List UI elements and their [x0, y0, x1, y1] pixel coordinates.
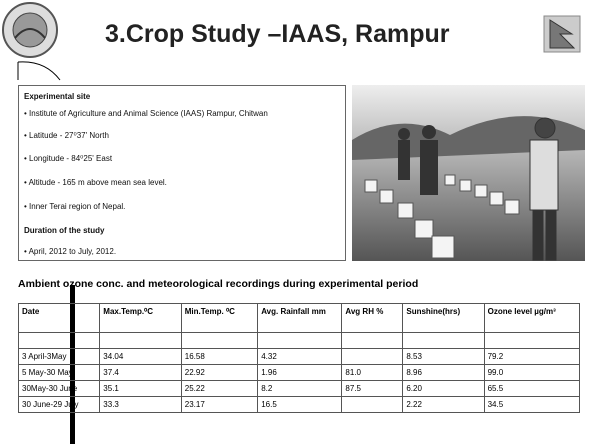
cell: 22.92: [180, 364, 259, 381]
bullet-item: • April, 2012 to July, 2012.: [24, 247, 116, 256]
empty-cell: [180, 332, 259, 349]
bullet-text: Longitude - 84⁰25' East: [29, 154, 113, 163]
cell: 35.1: [99, 380, 182, 397]
bullet-item: • Altitude - 165 m above mean sea level.: [24, 178, 167, 187]
cell: 3 April-3May: [17, 348, 101, 365]
cell: 87.5: [341, 380, 404, 397]
site-box: Experimental site • Institute of Agricul…: [18, 85, 346, 261]
data-row: 30May-30 June 35.1 25.22 8.2 87.5 6.20 65.5: [17, 380, 581, 397]
header-cell: Date: [17, 303, 101, 333]
cell: 6.20: [402, 380, 485, 397]
bullet-item: • Institute of Agriculture and Animal Sc…: [24, 109, 268, 118]
empty-cell: [99, 332, 182, 349]
spacer-row: [17, 332, 581, 349]
header-cell: Min.Temp. ⁰C: [180, 303, 259, 333]
empty-cell: [341, 348, 404, 365]
bullet-text: Altitude - 165 m above mean sea level.: [28, 178, 167, 187]
bullet: •: [24, 247, 29, 256]
cell: 79.2: [483, 348, 581, 365]
cell: 33.3: [99, 396, 182, 413]
cell: 30 June-29 July: [17, 396, 101, 413]
cell: 37.4: [99, 364, 182, 381]
bullet-text: Latitude - 27⁰37' North: [29, 131, 109, 140]
cell: 1.96: [257, 364, 343, 381]
section-heading: Duration of the study: [24, 226, 105, 235]
empty-cell: [402, 332, 485, 349]
cell: 8.2: [257, 380, 343, 397]
bullet: •: [24, 202, 30, 211]
header-cell: Ozone level µg/m³: [483, 303, 581, 333]
bullet-item: • Inner Terai region of Nepal.: [24, 202, 125, 211]
cell: 34.5: [483, 396, 581, 413]
empty-cell: [17, 332, 101, 349]
cell: 65.5: [483, 380, 581, 397]
slide-title: 3.Crop Study –IAAS, Rampur: [105, 20, 450, 48]
empty-cell: [341, 332, 404, 349]
cell: 16.5: [257, 396, 343, 413]
cell: 8.96: [402, 364, 485, 381]
bullet-text: Institute of Agriculture and Animal Scie…: [29, 109, 268, 118]
header-cell: Max.Temp.⁰C: [99, 303, 182, 333]
cell: 81.0: [341, 364, 404, 381]
data-row: 3 April-3May 34.04 16.58 4.32 8.53 79.2: [17, 348, 581, 365]
cell: 34.04: [99, 348, 182, 365]
cell: 5 May-30 May: [17, 364, 101, 381]
bullet: •: [24, 131, 30, 140]
header-cell: Avg. Rainfall mm: [257, 303, 343, 333]
cell: 2.22: [402, 396, 485, 413]
data-row: 30 June-29 July 33.3 23.17 16.5 2.22 34.5: [17, 396, 581, 413]
bullet-item: • Latitude - 27⁰37' North: [24, 131, 109, 140]
table-caption: Ambient ozone conc. and meteorological r…: [18, 278, 419, 290]
bullet: •: [24, 178, 29, 187]
empty-cell: [341, 396, 404, 413]
bullet: •: [24, 109, 30, 118]
empty-cell: [257, 332, 343, 349]
cell: 23.17: [180, 396, 259, 413]
cell: 4.32: [257, 348, 343, 365]
cell: 99.0: [483, 364, 581, 381]
header-cell: Avg RH %: [341, 303, 404, 333]
bullet-item: • Longitude - 84⁰25' East: [24, 154, 112, 163]
bullet-text: Inner Terai region of Nepal.: [29, 202, 126, 211]
bullet-text: April, 2012 to July, 2012.: [28, 247, 117, 256]
data-table: Date Max.Temp.⁰C Min.Temp. ⁰C Avg. Rainfall…: [17, 303, 581, 413]
cell: 30May-30 June: [17, 380, 101, 397]
empty-cell: [483, 332, 581, 349]
data-row: 5 May-30 May 37.4 22.92 1.96 81.0 8.96 99.0: [17, 364, 581, 381]
cell: 25.22: [180, 380, 259, 397]
header-cell: Sunshine(hrs): [402, 303, 485, 333]
header-row: Date Max.Temp.⁰C Min.Temp. ⁰C Avg. Rainfall…: [17, 303, 581, 333]
bullet: •: [24, 154, 30, 163]
cell: 8.53: [402, 348, 485, 365]
section-heading: Experimental site: [24, 92, 91, 101]
cell: 16.58: [180, 348, 259, 365]
